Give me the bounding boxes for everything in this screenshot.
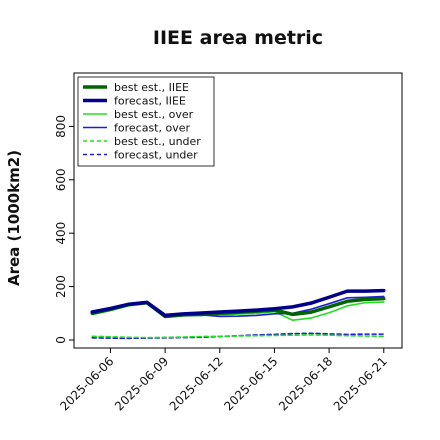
x-tick-label: 2025-06-09	[112, 354, 171, 413]
legend-label: forecast, under	[114, 149, 198, 162]
legend-box	[77, 76, 215, 167]
y-tick-label: 0	[54, 336, 68, 344]
legend-label: best est., IIEE	[114, 81, 189, 94]
series-line	[90, 296, 386, 319]
y-axis: 0 200 400 600 800	[54, 115, 74, 344]
chart-title: IIEE area metric	[153, 27, 323, 49]
y-tick-label: 200	[54, 275, 68, 298]
series-layer	[90, 288, 386, 340]
y-axis-label: Area (1000km2)	[5, 150, 23, 286]
x-axis: 2025-06-062025-06-092025-06-122025-06-15…	[57, 348, 390, 413]
series-line	[90, 288, 386, 318]
legend-label: forecast, IIEE	[114, 95, 186, 108]
x-tick-label: 2025-06-18	[276, 354, 335, 413]
legend-label: forecast, over	[114, 122, 190, 135]
series-line	[91, 334, 385, 339]
y-tick-label: 400	[54, 222, 68, 245]
y-tick-label: 600	[54, 168, 68, 191]
x-tick-label: 2025-06-06	[57, 354, 116, 413]
series-line	[91, 332, 385, 340]
x-tick-label: 2025-06-21	[331, 354, 390, 413]
x-tick-label: 2025-06-15	[221, 354, 280, 413]
plot-area	[73, 72, 403, 349]
x-tick-label: 2025-06-12	[167, 354, 226, 413]
legend-label: best est., under	[114, 135, 201, 148]
y-tick-label: 800	[54, 115, 68, 138]
legend-label: best est., over	[114, 108, 194, 121]
